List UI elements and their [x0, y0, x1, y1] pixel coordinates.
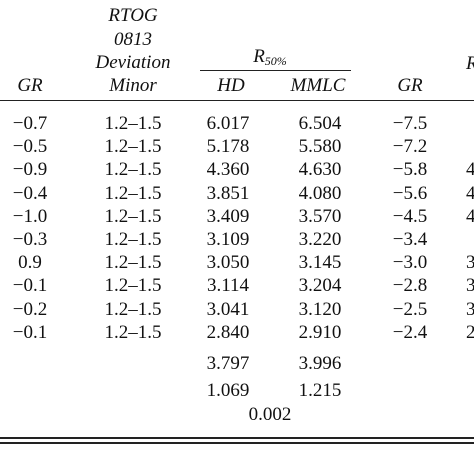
cell-right-cut: 4	[466, 159, 474, 181]
header-gr-left: GR	[17, 75, 43, 96]
cell-gr: −0.7	[12, 113, 48, 134]
cell-gr: −1.0	[12, 205, 48, 227]
cell-gr: −0.3	[12, 229, 48, 250]
cell-mmlc: 4.080	[298, 182, 342, 204]
cell-mmlc: 4.630	[298, 159, 342, 181]
cell-gr-right: −2.4	[392, 321, 428, 343]
table-bottom-rule-2	[0, 442, 474, 444]
cell-gr-right: −7.2	[392, 136, 428, 158]
cell-deviation: 1.2–1.5	[104, 321, 162, 343]
mean-mmlc: 3.996	[298, 353, 342, 374]
cell-gr-right: −5.6	[392, 182, 428, 204]
cell-mmlc: 3.204	[298, 275, 342, 297]
cell-gr: −0.2	[12, 298, 48, 320]
cell-deviation: 1.2–1.5	[104, 252, 162, 274]
cell-hd: 6.017	[206, 113, 250, 134]
sd-mmlc: 1.215	[298, 380, 342, 401]
header-r50: R50%	[253, 46, 287, 68]
cell-hd: 3.114	[206, 275, 250, 297]
cell-deviation: 1.2–1.5	[104, 229, 162, 250]
header-rtog-line4: Minor	[109, 75, 157, 96]
cell-gr: 0.9	[18, 252, 42, 274]
cell-right-cut: 3	[466, 298, 474, 320]
cell-mmlc: 2.910	[298, 321, 342, 343]
table-bottom-rule-1	[0, 437, 474, 439]
cell-hd: 5.178	[206, 136, 250, 158]
cell-hd: 3.409	[206, 205, 250, 227]
cell-mmlc: 6.504	[298, 113, 342, 134]
cell-deviation: 1.2–1.5	[104, 205, 162, 227]
cell-gr-right: −4.5	[392, 205, 428, 227]
cell-hd: 2.840	[206, 321, 250, 343]
cell-deviation: 1.2–1.5	[104, 113, 162, 134]
cell-mmlc: 3.570	[298, 205, 342, 227]
cell-deviation: 1.2–1.5	[104, 136, 162, 158]
cell-hd: 3.851	[206, 182, 250, 204]
cell-gr: −0.1	[12, 275, 48, 297]
cell-gr-right: −3.0	[392, 252, 428, 274]
sd-hd: 1.069	[206, 380, 250, 401]
cell-right-cut: 3	[466, 275, 474, 297]
cell-gr-right: −2.8	[392, 275, 428, 297]
cell-deviation: 1.2–1.5	[104, 159, 162, 181]
cell-gr-right: −3.4	[392, 229, 428, 250]
cell-hd: 4.360	[206, 159, 250, 181]
cell-right-cut: 4	[466, 205, 474, 227]
cell-mmlc: 3.220	[298, 229, 342, 250]
header-rtog-line1: RTOG	[108, 5, 158, 26]
cell-mmlc: 3.145	[298, 252, 342, 274]
cell-gr-right: −2.5	[392, 298, 428, 320]
header-rtog-line2: 0813	[114, 29, 152, 50]
r50-span-rule	[200, 70, 351, 71]
cell-deviation: 1.2–1.5	[104, 182, 162, 204]
header-hd: HD	[217, 75, 245, 96]
p-value: 0.002	[248, 404, 292, 425]
cell-right-cut: 3	[466, 252, 474, 274]
header-r50-sub: 50%	[264, 54, 287, 68]
cell-right-cut: 2	[466, 321, 474, 343]
cell-mmlc: 5.580	[298, 136, 342, 158]
cell-gr: −0.4	[12, 182, 48, 204]
cell-right-cut: 4	[466, 182, 474, 204]
cell-mmlc: 3.120	[298, 298, 342, 320]
cell-gr: −0.9	[12, 159, 48, 181]
header-gr-right: GR	[397, 75, 423, 96]
cell-hd: 3.041	[206, 298, 250, 320]
header-bottom-rule	[0, 100, 474, 101]
header-mmlc: MMLC	[290, 75, 346, 96]
cell-deviation: 1.2–1.5	[104, 275, 162, 297]
cell-gr-right: −7.5	[392, 113, 428, 134]
cell-hd: 3.109	[206, 229, 250, 250]
cell-deviation: 1.2–1.5	[104, 298, 162, 320]
cell-hd: 3.050	[206, 252, 250, 274]
mean-hd: 3.797	[206, 353, 250, 374]
cell-gr: −0.1	[12, 321, 48, 343]
cell-gr: −0.5	[12, 136, 48, 158]
cell-gr-right: −5.8	[392, 159, 428, 181]
header-r50-main: R	[253, 46, 265, 67]
header-rtog-line3: Deviation	[95, 52, 171, 73]
header-right-cut: R	[466, 53, 474, 75]
